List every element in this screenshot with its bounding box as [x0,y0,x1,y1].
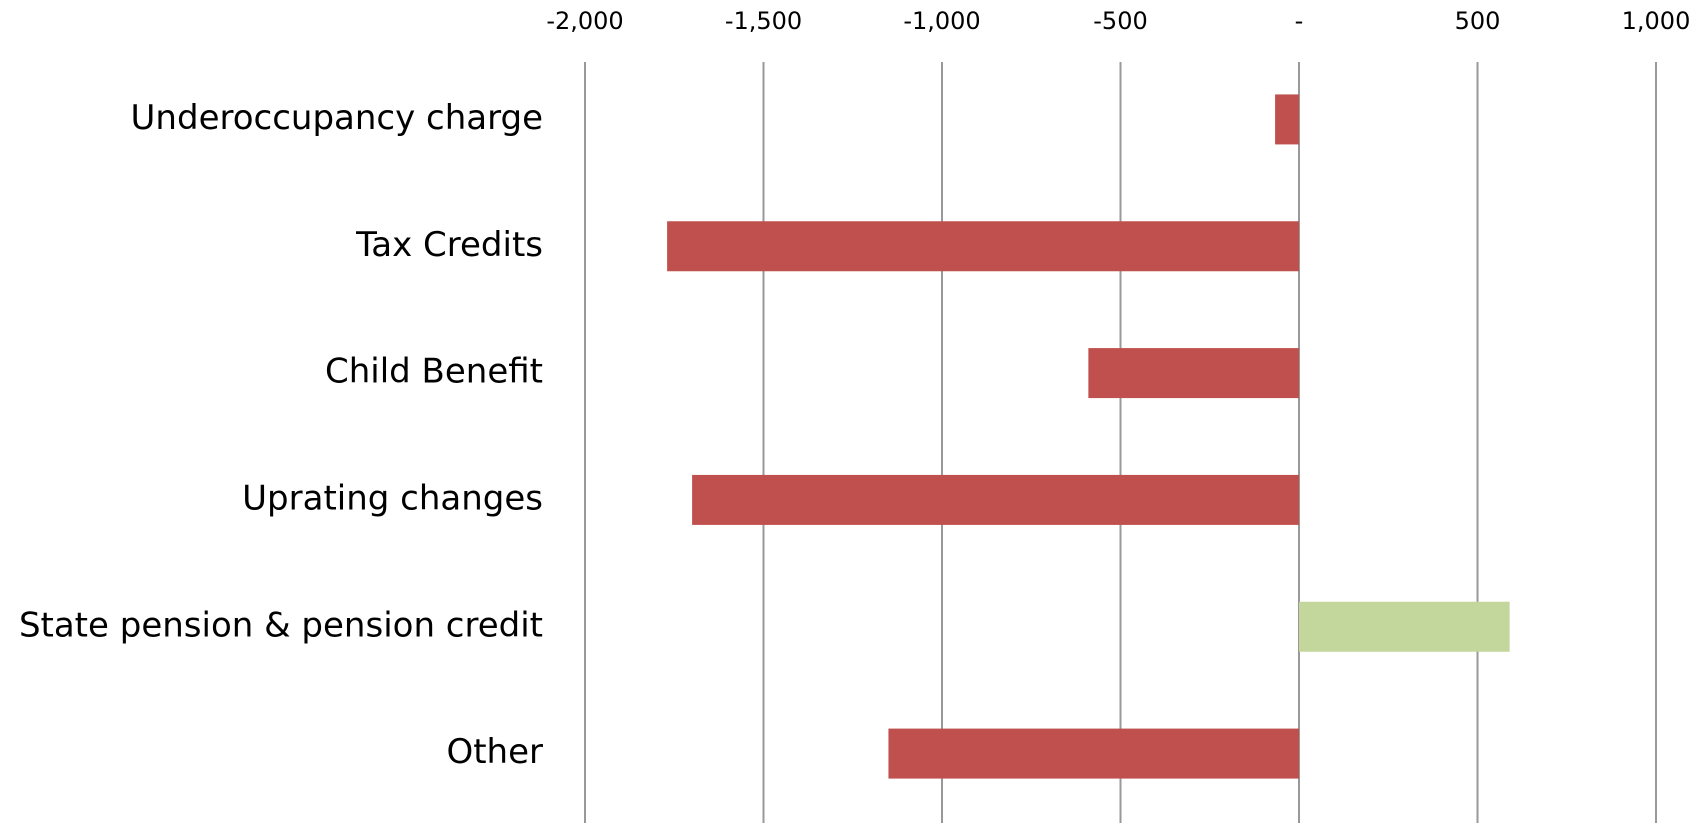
bar [888,728,1299,779]
bar [692,474,1299,525]
x-tick-label: -1,000 [903,7,980,35]
x-tick-label: -500 [1093,7,1147,35]
category-label: Other [446,732,543,772]
category-label: State pension & pension credit [19,605,543,645]
category-label: Tax Credits [355,225,543,265]
bar [1088,348,1299,399]
bar [667,221,1299,272]
x-tick-label: 1,000 [1622,7,1691,35]
x-tick-label: 500 [1455,7,1501,35]
x-tick-label: -2,000 [546,7,623,35]
category-label: Underoccupancy charge [131,98,543,138]
category-label: Uprating changes [242,478,543,518]
x-tick-label: -1,500 [725,7,802,35]
category-label: Child Benefit [325,352,543,392]
x-tick-label: - [1295,7,1304,35]
bar [1299,601,1510,652]
bar [1275,94,1299,145]
